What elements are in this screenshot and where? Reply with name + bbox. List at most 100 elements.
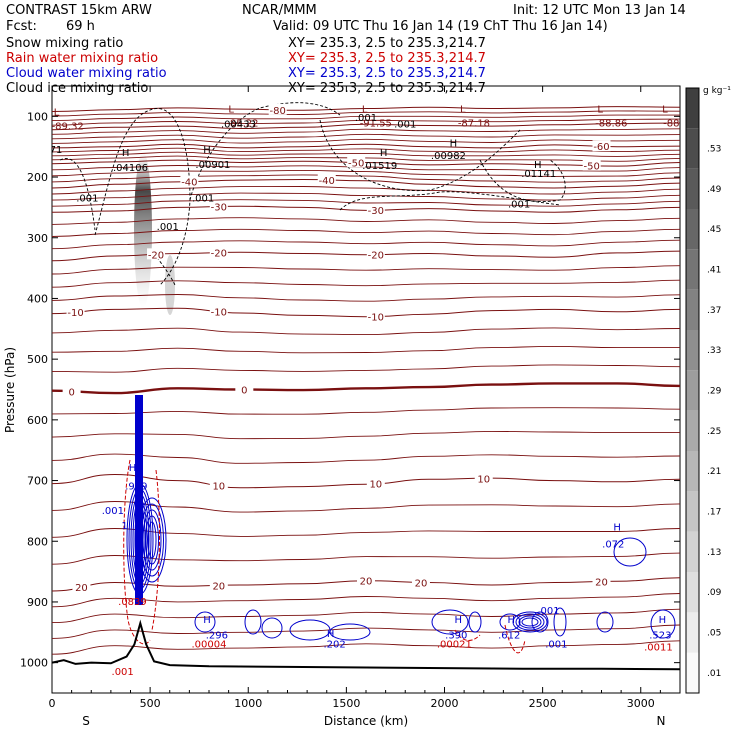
field-cloud-water-xy: XY= 235.3, 2.5 to 235.3,214.7 [288,66,486,81]
temperature-contour [52,228,680,237]
cloud-water-contour [137,497,167,583]
y-tick-label: 100 [27,110,48,123]
cloud-water-contour [140,503,164,577]
cloud-ice-label: .0671 [34,145,63,156]
cloud-water-label: .979 [125,482,147,493]
temperature-contour [52,430,680,440]
cloud-water-contour [521,617,539,627]
colorbar-tick-label: .41 [707,266,721,276]
temperature-contour-label: 20 [360,577,373,588]
low-marker: L [662,104,668,115]
colorbar-tick-label: .01 [707,669,721,679]
cloud-water-label: .523 [649,630,671,641]
cloud-water-contour [147,521,157,559]
temperature-contour [52,169,680,177]
contour-label-bg [209,246,228,258]
extremum-value: -88.3 [663,118,689,129]
temperature-contour-label: 20 [212,581,225,592]
contour-label-bg [411,576,430,588]
temperature-contour [52,345,680,354]
high-marker: H [450,139,458,150]
contour-label-bg [366,477,385,489]
temperature-contour [52,501,680,513]
field-rain-xy: XY= 235.3, 2.5 to 235.3,214.7 [288,51,486,66]
temperature-contour [52,199,680,207]
forecast-label: Fcst: [6,19,37,34]
colorbar-tick-label: .25 [707,427,721,437]
contour-label-bg [366,248,385,260]
rain-label: .0839 [118,597,147,608]
temperature-contour [52,307,680,318]
y-tick-label: 700 [27,475,48,488]
cloud-water-contour [261,617,283,639]
extremum-value: -85.22 [226,118,258,129]
valid-time: Valid: 09 UTC Thu 16 Jan 14 (19 ChT Thu … [273,19,608,34]
snow-shading [134,152,152,308]
temperature-contour [52,147,680,153]
cloud-ice-label: .001 [76,193,98,204]
colorbar-swatch [686,652,699,693]
rain-label: .001 [112,667,134,678]
cloud-water-label: .001 [102,506,124,517]
contour-label-bg [592,575,611,587]
colorbar-swatch [686,168,699,209]
temperature-contour-label: 20 [75,583,88,594]
colorbar-tick-label: .29 [707,387,722,397]
cloud-water-contour [145,515,159,565]
cloud-ice-label: .001 [394,119,416,130]
colorbar-swatch [686,330,699,371]
cloud-ice-contour [94,108,191,286]
contour-label-bg [366,310,385,322]
cloud-water-contour [142,509,162,571]
colorbar-swatch [686,370,699,411]
colorbar-swatch [686,88,699,129]
cloud-water-contour [194,611,216,633]
contour-label-bg [209,479,228,491]
colorbar-swatch [686,128,699,169]
cloud-ice-label: .01141 [521,169,556,180]
x-tick-label: 2000 [431,697,459,710]
temperature-contour [52,608,680,624]
contour-label-bg [235,383,254,395]
colorbar-swatch [686,451,699,492]
y-tick-label: 900 [27,596,48,609]
cloud-water-contour [512,611,548,633]
temperature-contour [52,473,680,489]
temperature-contour-label: -30 [211,203,227,214]
cloud-ice-contour [479,159,566,203]
contour-label-bg [147,248,166,260]
colorbar-swatch [686,572,699,613]
cloud-ice-contour [189,102,341,201]
temperature-contour [52,159,680,167]
colorbar-unit: g kg⁻¹ [703,86,731,96]
cloud-water-contour [289,619,331,641]
snow-shading-tail [165,255,175,315]
low-marker: L [460,104,466,115]
contour-label-bg [72,581,91,593]
low-marker: L [54,107,60,118]
model-title: CONTRAST 15km ARW [6,3,152,18]
temperature-contour [52,239,680,250]
init-time: Init: 12 UTC Mon 13 Jan 14 [513,3,686,18]
colorbar-tick-label: .09 [707,588,722,598]
colorbar-tick-label: .13 [707,548,721,558]
rain-contour [504,624,526,654]
temperature-contour-label: -20 [368,251,384,262]
temperature-contour-label: -20 [211,249,227,260]
temperature-contour [52,178,680,189]
cloud-water-label: .001 [537,606,559,617]
contour-label-bg [209,579,228,591]
rain-label: .0011 [644,643,673,654]
x-tick-label: 3000 [627,697,655,710]
x-axis-title: Distance (km) [324,714,408,728]
high-marker: H [203,145,211,156]
temperature-contour-label: -50 [584,162,600,173]
cloud-water-label: 1 [121,521,127,532]
contour-label-bg [592,140,611,152]
contour-label-bg [357,574,375,586]
temperature-contour-label: -10 [211,307,227,318]
cloud-water-contour [518,615,542,629]
x-tick-label: 1500 [332,697,360,710]
temperature-contour [52,174,680,183]
x-tick-label: 2500 [529,697,557,710]
